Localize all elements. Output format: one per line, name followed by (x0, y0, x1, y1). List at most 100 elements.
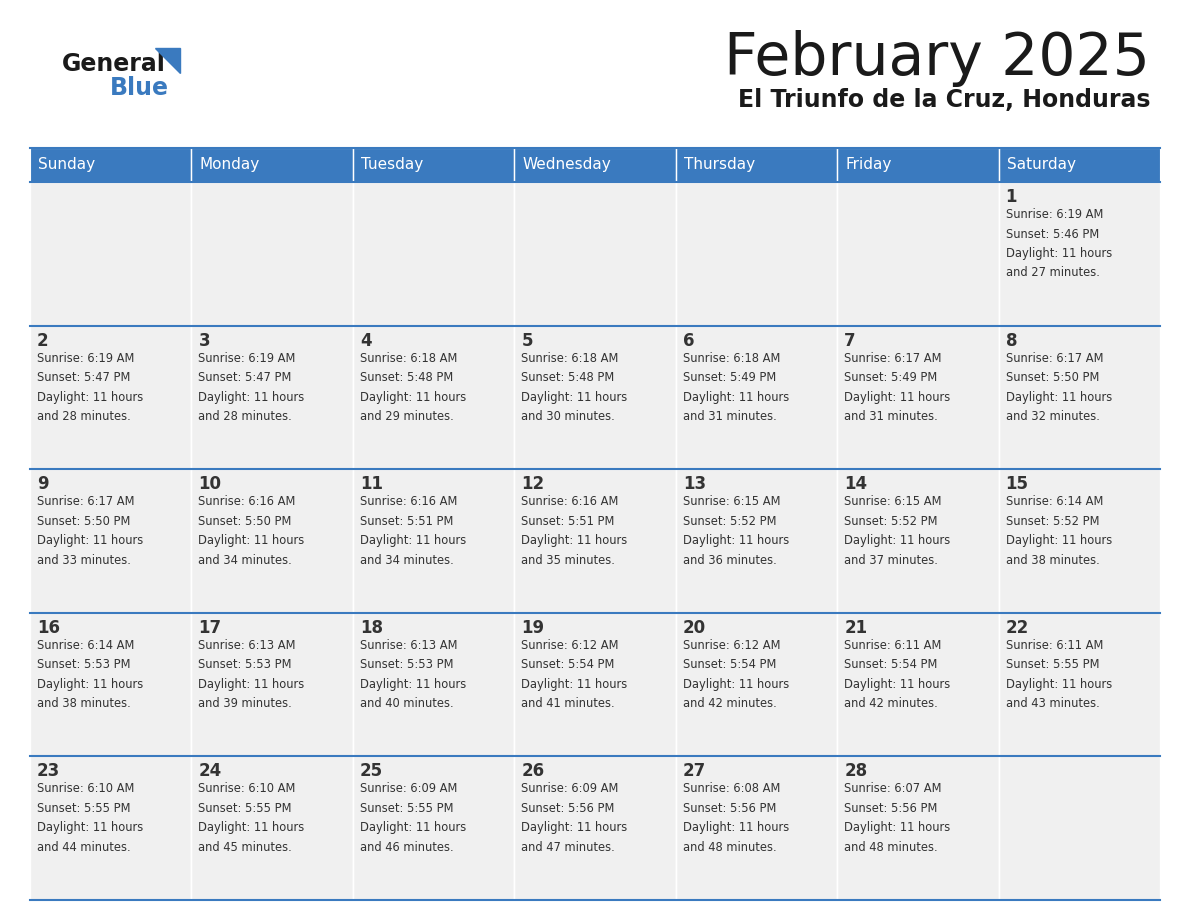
Bar (353, 469, 514, 613)
Text: Sunrise: 6:12 AM: Sunrise: 6:12 AM (683, 639, 781, 652)
Text: 15: 15 (1005, 476, 1029, 493)
Text: Daylight: 11 hours: Daylight: 11 hours (37, 822, 144, 834)
Bar (838, 148, 999, 182)
Text: Sunset: 5:52 PM: Sunset: 5:52 PM (683, 515, 776, 528)
Bar (353, 613, 514, 756)
Bar (838, 756, 999, 900)
Text: Sunset: 5:53 PM: Sunset: 5:53 PM (37, 658, 131, 671)
Text: Sunrise: 6:19 AM: Sunrise: 6:19 AM (198, 352, 296, 364)
Text: and 34 minutes.: and 34 minutes. (360, 554, 454, 566)
Text: Sunset: 5:48 PM: Sunset: 5:48 PM (522, 371, 614, 384)
Text: Sunset: 5:56 PM: Sunset: 5:56 PM (683, 802, 776, 815)
Text: and 31 minutes.: and 31 minutes. (683, 410, 777, 423)
Text: February 2025: February 2025 (725, 30, 1150, 87)
Text: and 31 minutes.: and 31 minutes. (845, 410, 937, 423)
Text: and 40 minutes.: and 40 minutes. (360, 698, 454, 711)
Text: Monday: Monday (200, 158, 260, 173)
Text: 24: 24 (198, 763, 222, 780)
Bar (999, 756, 1159, 900)
Text: Daylight: 11 hours: Daylight: 11 hours (360, 534, 466, 547)
Text: and 42 minutes.: and 42 minutes. (845, 698, 937, 711)
Text: Daylight: 11 hours: Daylight: 11 hours (37, 390, 144, 404)
Text: 25: 25 (360, 763, 383, 780)
Bar (514, 756, 676, 900)
Text: Sunrise: 6:07 AM: Sunrise: 6:07 AM (845, 782, 942, 795)
Text: and 38 minutes.: and 38 minutes. (1005, 554, 1099, 566)
Text: Sunset: 5:53 PM: Sunset: 5:53 PM (198, 658, 292, 671)
Text: Sunrise: 6:17 AM: Sunrise: 6:17 AM (37, 495, 134, 509)
Text: Sunrise: 6:16 AM: Sunrise: 6:16 AM (522, 495, 619, 509)
Text: Sunset: 5:54 PM: Sunset: 5:54 PM (683, 658, 776, 671)
Text: Daylight: 11 hours: Daylight: 11 hours (522, 822, 627, 834)
Text: 20: 20 (683, 619, 706, 637)
Bar (353, 182, 514, 326)
Text: Tuesday: Tuesday (361, 158, 423, 173)
Text: Sunset: 5:55 PM: Sunset: 5:55 PM (1005, 658, 1099, 671)
Text: Saturday: Saturday (1006, 158, 1075, 173)
Text: and 48 minutes.: and 48 minutes. (845, 841, 937, 854)
Text: Daylight: 11 hours: Daylight: 11 hours (845, 534, 950, 547)
Text: Wednesday: Wednesday (523, 158, 611, 173)
Text: Sunset: 5:46 PM: Sunset: 5:46 PM (1005, 228, 1099, 241)
Bar (676, 148, 838, 182)
Text: 16: 16 (37, 619, 61, 637)
Text: 6: 6 (683, 331, 694, 350)
Text: Sunrise: 6:19 AM: Sunrise: 6:19 AM (37, 352, 134, 364)
Text: Daylight: 11 hours: Daylight: 11 hours (683, 677, 789, 691)
Bar (514, 182, 676, 326)
Text: Sunset: 5:54 PM: Sunset: 5:54 PM (845, 658, 937, 671)
Text: 11: 11 (360, 476, 383, 493)
Text: Sunrise: 6:19 AM: Sunrise: 6:19 AM (1005, 208, 1102, 221)
Text: Sunrise: 6:18 AM: Sunrise: 6:18 AM (522, 352, 619, 364)
Text: Daylight: 11 hours: Daylight: 11 hours (845, 677, 950, 691)
Text: Sunset: 5:56 PM: Sunset: 5:56 PM (845, 802, 937, 815)
Text: 18: 18 (360, 619, 383, 637)
Bar (838, 326, 999, 469)
Text: Daylight: 11 hours: Daylight: 11 hours (522, 390, 627, 404)
Polygon shape (154, 48, 181, 73)
Text: Sunset: 5:55 PM: Sunset: 5:55 PM (37, 802, 131, 815)
Text: Sunrise: 6:13 AM: Sunrise: 6:13 AM (198, 639, 296, 652)
Text: Daylight: 11 hours: Daylight: 11 hours (683, 822, 789, 834)
Bar (838, 182, 999, 326)
Text: 12: 12 (522, 476, 544, 493)
Text: Sunrise: 6:10 AM: Sunrise: 6:10 AM (37, 782, 134, 795)
Bar (999, 469, 1159, 613)
Text: Friday: Friday (845, 158, 891, 173)
Text: Sunrise: 6:16 AM: Sunrise: 6:16 AM (198, 495, 296, 509)
Text: General: General (62, 52, 166, 76)
Text: and 46 minutes.: and 46 minutes. (360, 841, 454, 854)
Text: and 33 minutes.: and 33 minutes. (37, 554, 131, 566)
Text: Sunrise: 6:10 AM: Sunrise: 6:10 AM (198, 782, 296, 795)
Text: Sunset: 5:51 PM: Sunset: 5:51 PM (360, 515, 454, 528)
Text: El Triunfo de la Cruz, Honduras: El Triunfo de la Cruz, Honduras (738, 88, 1150, 112)
Text: Daylight: 11 hours: Daylight: 11 hours (360, 822, 466, 834)
Text: Sunset: 5:50 PM: Sunset: 5:50 PM (37, 515, 131, 528)
Text: 8: 8 (1005, 331, 1017, 350)
Text: 13: 13 (683, 476, 706, 493)
Text: and 43 minutes.: and 43 minutes. (1005, 698, 1099, 711)
Text: Sunrise: 6:09 AM: Sunrise: 6:09 AM (360, 782, 457, 795)
Text: Sunset: 5:55 PM: Sunset: 5:55 PM (360, 802, 454, 815)
Text: Daylight: 11 hours: Daylight: 11 hours (522, 677, 627, 691)
Text: and 29 minutes.: and 29 minutes. (360, 410, 454, 423)
Text: 28: 28 (845, 763, 867, 780)
Text: 5: 5 (522, 331, 532, 350)
Text: and 35 minutes.: and 35 minutes. (522, 554, 615, 566)
Text: Daylight: 11 hours: Daylight: 11 hours (360, 677, 466, 691)
Text: Daylight: 11 hours: Daylight: 11 hours (198, 390, 304, 404)
Text: Sunrise: 6:14 AM: Sunrise: 6:14 AM (37, 639, 134, 652)
Text: Sunset: 5:49 PM: Sunset: 5:49 PM (845, 371, 937, 384)
Text: 9: 9 (37, 476, 49, 493)
Text: and 30 minutes.: and 30 minutes. (522, 410, 615, 423)
Text: Sunset: 5:47 PM: Sunset: 5:47 PM (198, 371, 292, 384)
Bar (514, 148, 676, 182)
Bar (999, 148, 1159, 182)
Text: Daylight: 11 hours: Daylight: 11 hours (1005, 390, 1112, 404)
Bar (191, 613, 353, 756)
Text: Daylight: 11 hours: Daylight: 11 hours (845, 390, 950, 404)
Bar (999, 182, 1159, 326)
Bar (30, 613, 191, 756)
Text: Sunset: 5:49 PM: Sunset: 5:49 PM (683, 371, 776, 384)
Text: 3: 3 (198, 331, 210, 350)
